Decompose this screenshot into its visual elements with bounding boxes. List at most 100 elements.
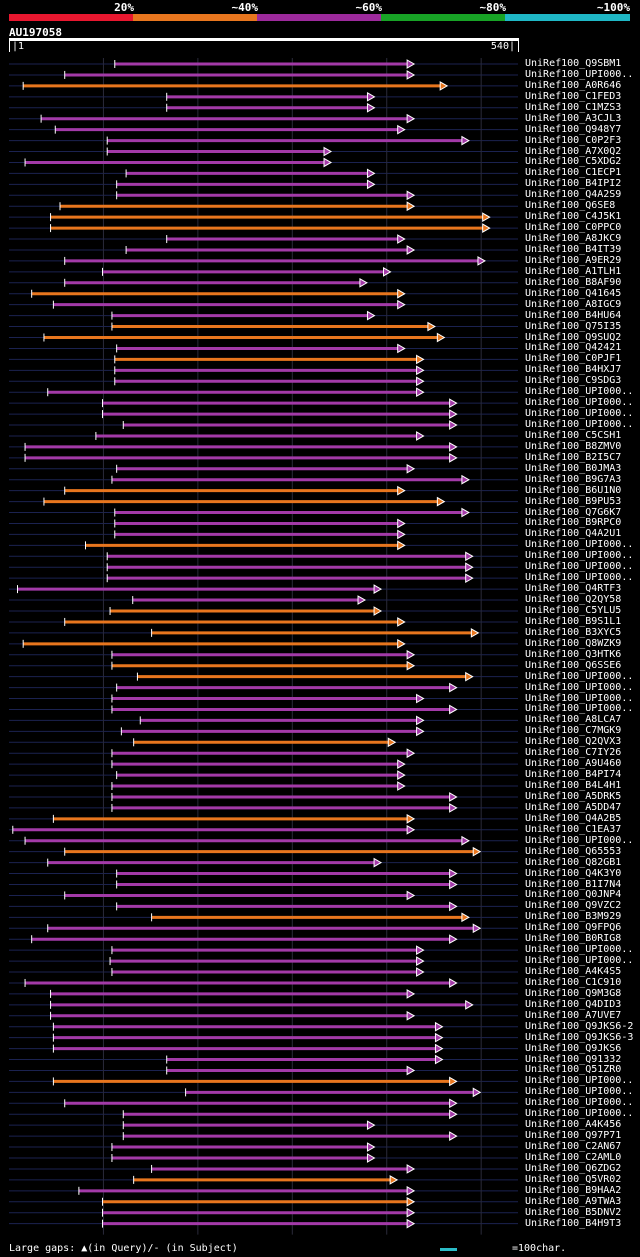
- hit-label[interactable]: UniRef100_A4K4S5: [525, 966, 622, 978]
- hit-label[interactable]: UniRef100_B0JMA3: [525, 462, 622, 474]
- hit-label[interactable]: UniRef100_Q8WZK9: [525, 637, 622, 649]
- hit-label[interactable]: UniRef100_Q2QVX3: [525, 736, 622, 748]
- hit-label[interactable]: UniRef100_C7MGK9: [525, 725, 622, 737]
- hit-label[interactable]: UniRef100_B4IPI2: [525, 178, 622, 190]
- hit-label[interactable]: UniRef100_Q0JNP4: [525, 889, 622, 901]
- hit-label[interactable]: UniRef100_A4K456: [525, 1119, 622, 1131]
- hit-label[interactable]: UniRef100_UPI000..: [525, 539, 634, 551]
- hit-label[interactable]: UniRef100_Q75I35: [525, 320, 622, 332]
- hit-label[interactable]: UniRef100_A8JKC9: [525, 233, 622, 245]
- hit-label[interactable]: UniRef100_A3CJL3: [525, 112, 622, 124]
- hit-label[interactable]: UniRef100_Q41645: [525, 287, 622, 299]
- hit-label[interactable]: UniRef100_C9SDG3: [525, 375, 622, 387]
- hit-label[interactable]: UniRef100_B4H9T3: [525, 1217, 622, 1229]
- hit-label[interactable]: UniRef100_B0RIG8: [525, 933, 622, 945]
- hit-label[interactable]: UniRef100_UPI000..: [525, 703, 634, 715]
- hit-label[interactable]: UniRef100_Q6SE8: [525, 200, 616, 212]
- hit-label[interactable]: UniRef100_Q91332: [525, 1053, 622, 1065]
- hit-label[interactable]: UniRef100_B1I7N4: [525, 878, 622, 890]
- hit-label[interactable]: UniRef100_A9TWA3: [525, 1195, 622, 1207]
- hit-label[interactable]: UniRef100_UPI000..: [525, 1097, 634, 1109]
- hit-label[interactable]: UniRef100_UPI000..: [525, 386, 634, 398]
- hit-label[interactable]: UniRef100_Q51ZR0: [525, 1064, 622, 1076]
- hit-label[interactable]: UniRef100_A7X0Q2: [525, 145, 622, 157]
- hit-label[interactable]: UniRef100_C1C910: [525, 976, 622, 988]
- hit-label[interactable]: UniRef100_UPI000..: [525, 1086, 634, 1098]
- hit-label[interactable]: UniRef100_UPI000..: [525, 419, 634, 431]
- hit-label[interactable]: UniRef100_B4HXJ7: [525, 364, 622, 376]
- hit-label[interactable]: UniRef100_UPI000..: [525, 670, 634, 682]
- hit-label[interactable]: UniRef100_C0P2F3: [525, 134, 622, 146]
- hit-label[interactable]: UniRef100_C5CSH1: [525, 429, 622, 441]
- hit-label[interactable]: UniRef100_UPI000..: [525, 681, 634, 693]
- hit-label[interactable]: UniRef100_B9RPC0: [525, 517, 622, 529]
- hit-label[interactable]: UniRef100_C1FED3: [525, 90, 622, 102]
- hit-label[interactable]: UniRef100_B3M929: [525, 911, 622, 923]
- hit-label[interactable]: UniRef100_Q6SSE6: [525, 659, 622, 671]
- hit-label[interactable]: UniRef100_Q5VR02: [525, 1173, 622, 1185]
- hit-label[interactable]: UniRef100_B8ZMV0: [525, 440, 622, 452]
- hit-label[interactable]: UniRef100_A5DRK5: [525, 790, 622, 802]
- hit-label[interactable]: UniRef100_A8LCA7: [525, 714, 622, 726]
- hit-label[interactable]: UniRef100_A9ER29: [525, 254, 622, 266]
- hit-label[interactable]: UniRef100_Q9M3G8: [525, 987, 622, 999]
- hit-label[interactable]: UniRef100_UPI000..: [525, 834, 634, 846]
- hit-label[interactable]: UniRef100_UPI000..: [525, 1075, 634, 1087]
- hit-label[interactable]: UniRef100_Q82GB1: [525, 856, 622, 868]
- hit-label[interactable]: UniRef100_Q7G6K7: [525, 506, 622, 518]
- hit-label[interactable]: UniRef100_Q9VZC2: [525, 900, 622, 912]
- hit-label[interactable]: UniRef100_B5DNV2: [525, 1206, 622, 1218]
- hit-label[interactable]: UniRef100_Q2QY58: [525, 594, 622, 606]
- hit-label[interactable]: UniRef100_Q65553: [525, 845, 622, 857]
- hit-label[interactable]: UniRef100_C1MZS3: [525, 101, 622, 113]
- hit-label[interactable]: UniRef100_Q9JKS6-2: [525, 1020, 634, 1032]
- hit-label[interactable]: UniRef100_Q9FPQ6: [525, 922, 622, 934]
- hit-label[interactable]: UniRef100_B9S1L1: [525, 615, 622, 627]
- hit-label[interactable]: UniRef100_UPI000..: [525, 572, 634, 584]
- hit-label[interactable]: UniRef100_UPI000..: [525, 561, 634, 573]
- hit-label[interactable]: UniRef100_Q9JKS6-3: [525, 1031, 634, 1043]
- hit-label[interactable]: UniRef100_A8IGC9: [525, 298, 622, 310]
- hit-label[interactable]: UniRef100_A1TLH1: [525, 265, 622, 277]
- hit-label[interactable]: UniRef100_B9G7A3: [525, 473, 622, 485]
- hit-label[interactable]: UniRef100_UPI000..: [525, 944, 634, 956]
- hit-label[interactable]: UniRef100_B4IT39: [525, 243, 622, 255]
- hit-label[interactable]: UniRef100_Q4DID3: [525, 998, 622, 1010]
- hit-label[interactable]: UniRef100_Q9SBM1: [525, 58, 622, 69]
- hit-label[interactable]: UniRef100_Q948Y7: [525, 123, 622, 135]
- hit-label[interactable]: UniRef100_B4L4H1: [525, 780, 622, 792]
- hit-label[interactable]: UniRef100_Q4A2B5: [525, 812, 622, 824]
- hit-label[interactable]: UniRef100_UPI000..: [525, 397, 634, 409]
- hit-label[interactable]: UniRef100_C5YLU5: [525, 605, 622, 616]
- hit-label[interactable]: UniRef100_UPI000..: [525, 1108, 634, 1120]
- hit-label[interactable]: UniRef100_A0R646: [525, 79, 622, 91]
- hit-label[interactable]: UniRef100_Q4A2S9: [525, 189, 622, 201]
- hit-label[interactable]: UniRef100_Q42421: [525, 342, 622, 354]
- hit-label[interactable]: UniRef100_A9U460: [525, 758, 622, 770]
- hit-label[interactable]: UniRef100_B4HU64: [525, 309, 622, 321]
- hit-label[interactable]: UniRef100_UPI000..: [525, 550, 634, 562]
- hit-label[interactable]: UniRef100_C4J5K1: [525, 211, 622, 223]
- hit-label[interactable]: UniRef100_Q4RTF3: [525, 583, 622, 595]
- hit-label[interactable]: UniRef100_B9HAA2: [525, 1184, 622, 1196]
- hit-label[interactable]: UniRef100_A7UVE7: [525, 1009, 622, 1021]
- hit-label[interactable]: UniRef100_UPI000..: [525, 692, 634, 704]
- hit-label[interactable]: UniRef100_C7IY26: [525, 747, 622, 759]
- hit-label[interactable]: UniRef100_C0PJF1: [525, 353, 622, 365]
- hit-label[interactable]: UniRef100_Q9SUQ2: [525, 331, 622, 343]
- hit-label[interactable]: UniRef100_C5XDG2: [525, 156, 622, 168]
- hit-label[interactable]: UniRef100_B2I5C7: [525, 451, 622, 463]
- hit-label[interactable]: UniRef100_C2AML0: [525, 1152, 622, 1163]
- hit-label[interactable]: UniRef100_C1ECP1: [525, 167, 622, 179]
- hit-label[interactable]: UniRef100_Q9JKS6: [525, 1042, 622, 1054]
- hit-label[interactable]: UniRef100_B4PI74: [525, 769, 622, 781]
- hit-label[interactable]: UniRef100_C2AN67: [525, 1141, 622, 1153]
- hit-label[interactable]: UniRef100_UPI000..: [525, 68, 634, 80]
- hit-label[interactable]: UniRef100_Q4A2U1: [525, 528, 622, 540]
- hit-label[interactable]: UniRef100_Q3HTK6: [525, 648, 622, 660]
- hit-label[interactable]: UniRef100_B8AF90: [525, 276, 622, 288]
- hit-label[interactable]: UniRef100_B6U1N0: [525, 484, 622, 496]
- hit-label[interactable]: UniRef100_UPI000..: [525, 955, 634, 967]
- hit-label[interactable]: UniRef100_Q4K3Y0: [525, 867, 622, 879]
- hit-label[interactable]: UniRef100_UPI000..: [525, 408, 634, 420]
